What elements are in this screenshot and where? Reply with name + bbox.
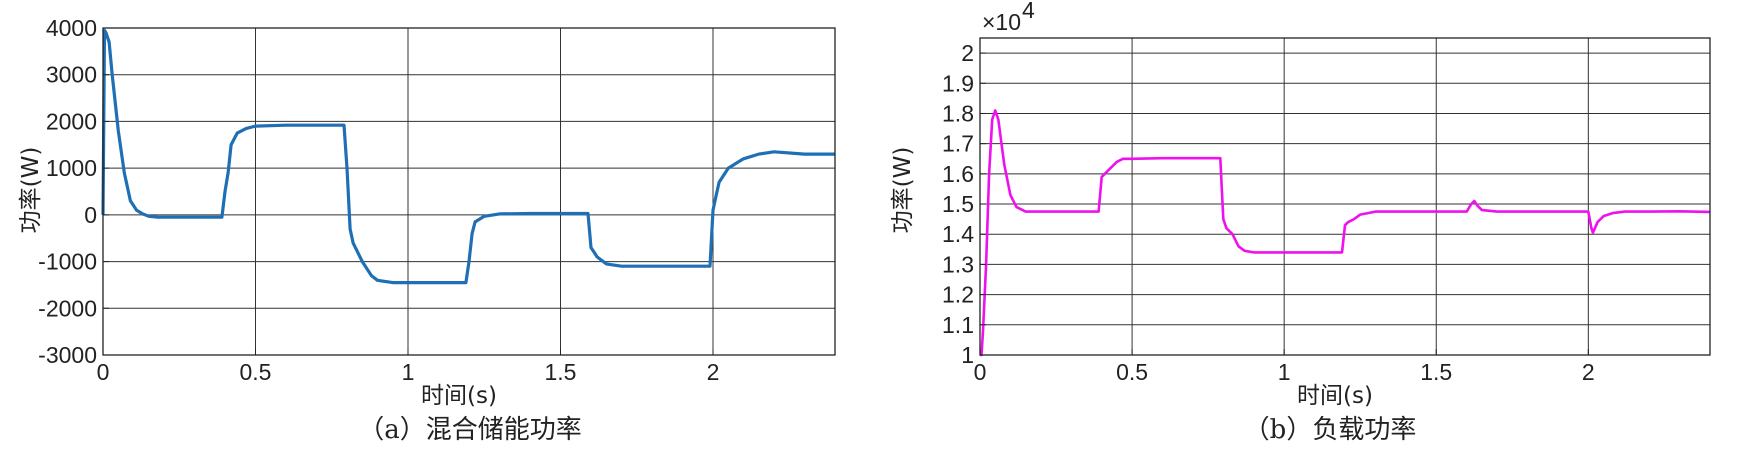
y-tick-label: 2 bbox=[961, 40, 974, 66]
y-multiplier-exponent: 4 bbox=[1022, 0, 1035, 23]
chart-b: 0 0.5 1 1.5 2 1 1.1 1.2 1.3 1.4 1.5 1.6 1.7 1.8 1.9 2 时间… bbox=[890, 0, 1711, 445]
x-tick-label: 0 bbox=[97, 359, 110, 385]
y-tick-label: 1000 bbox=[46, 155, 97, 181]
series-line bbox=[101, 28, 835, 285]
y-axis-label: 功率(W) bbox=[890, 147, 916, 234]
y-axis-label: 功率(W) bbox=[18, 147, 44, 234]
y-tick-label: 1.6 bbox=[942, 161, 974, 187]
series-line bbox=[980, 109, 1711, 357]
plot-frame bbox=[979, 37, 1711, 356]
y-tick-label: -3000 bbox=[38, 342, 97, 368]
x-axis-label: 时间(s) bbox=[421, 383, 497, 409]
y-tick-label: 0 bbox=[84, 202, 97, 228]
chart-a: 0 0.5 1 1.5 2 -3000 -2000 -1000 0 1000 2000 3000 400… bbox=[18, 15, 836, 445]
x-tick-label: 0.5 bbox=[1116, 359, 1148, 385]
y-tick-label: 2000 bbox=[46, 108, 97, 134]
x-tick-label: 1.5 bbox=[1420, 359, 1452, 385]
y-tick-label: 1.3 bbox=[942, 251, 974, 277]
y-tick-label: -2000 bbox=[38, 295, 97, 321]
chart-caption: （a）混合储能功率 bbox=[358, 415, 582, 445]
chart-caption: （b）负载功率 bbox=[1244, 415, 1417, 445]
x-tick-label: 2 bbox=[1582, 359, 1595, 385]
y-tick-label: 3000 bbox=[46, 62, 97, 88]
y-tick-label: 1.1 bbox=[942, 312, 974, 338]
x-tick-label: 0.5 bbox=[240, 359, 272, 385]
x-tick-label: 1 bbox=[1278, 359, 1291, 385]
y-tick-label: 1.7 bbox=[942, 131, 974, 157]
y-tick-label: 1.4 bbox=[942, 221, 974, 247]
x-axis-label: 时间(s) bbox=[1297, 383, 1373, 409]
plot-frame bbox=[102, 27, 836, 356]
x-tick-label: 2 bbox=[707, 359, 720, 385]
x-tick-label: 1 bbox=[402, 359, 415, 385]
y-tick-label: 1.9 bbox=[942, 70, 974, 96]
y-tick-label: -1000 bbox=[38, 249, 97, 275]
x-tick-label: 0 bbox=[974, 359, 987, 385]
y-tick-label: 1.8 bbox=[942, 100, 974, 126]
y-tick-label: 1 bbox=[961, 342, 974, 368]
y-tick-label: 1.5 bbox=[942, 191, 974, 217]
y-multiplier: ×10 bbox=[982, 9, 1021, 35]
y-tick-label: 4000 bbox=[46, 15, 97, 41]
x-tick-label: 1.5 bbox=[545, 359, 577, 385]
y-tick-label: 1.2 bbox=[942, 282, 974, 308]
